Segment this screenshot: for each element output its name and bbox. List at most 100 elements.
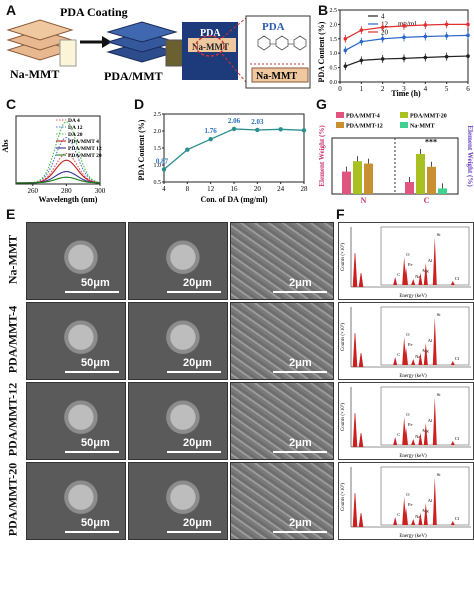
f-peak-label: Na bbox=[415, 514, 420, 519]
eds-spectrum: Counts (×10³)Energy (keV)COFeNaMgAlSiCl bbox=[338, 382, 474, 460]
b-xtick: 4 bbox=[424, 85, 428, 93]
b-ylabel: PDA Content (%) bbox=[318, 21, 326, 82]
f-peak bbox=[418, 353, 423, 365]
f-peak-label: Si bbox=[437, 472, 442, 477]
panel-g-chart: Element Weight (%) Element Weight (%) N C… bbox=[318, 112, 474, 205]
b-point bbox=[444, 22, 449, 27]
panel-d-letter: D bbox=[134, 96, 145, 112]
b-point bbox=[466, 54, 470, 58]
d-ytick: 1.0 bbox=[154, 163, 162, 169]
c-xtick: 300 bbox=[95, 187, 106, 195]
panel-g-letter: G bbox=[316, 96, 327, 112]
na-mmt-vial bbox=[59, 39, 77, 67]
svg-text:Na-MMT: Na-MMT bbox=[256, 71, 297, 82]
b-legend-label: 20 bbox=[381, 29, 389, 37]
d-data-label: 2.03 bbox=[251, 118, 264, 126]
b-legend-label: 12 bbox=[381, 21, 389, 29]
f-xlabel: Energy (keV) bbox=[399, 534, 427, 539]
f-peak-label: Fe bbox=[408, 342, 413, 347]
c-legend-label: PDA/MMT 4 bbox=[68, 139, 99, 145]
b-point bbox=[466, 33, 470, 38]
c-legend-label: PDA/MMT 12 bbox=[68, 146, 102, 152]
b-legend-label: 4 bbox=[381, 13, 385, 21]
f-peak-label: Cl bbox=[455, 436, 460, 441]
scale-label: 20μm bbox=[183, 437, 212, 449]
f-xlabel: Energy (keV) bbox=[399, 374, 427, 379]
sem-micrograph: 2μm bbox=[230, 462, 334, 540]
f-peak bbox=[393, 517, 398, 525]
scale-label: 2μm bbox=[289, 357, 312, 369]
d-xtick: 20 bbox=[254, 185, 261, 193]
panel-c-letter: C bbox=[6, 96, 17, 112]
d-xtick: 16 bbox=[231, 185, 239, 193]
sem-micrograph: 2μm bbox=[230, 222, 334, 300]
d-point bbox=[161, 167, 167, 172]
panel-a-letter: A bbox=[6, 2, 17, 18]
g-legend-swatch bbox=[336, 122, 344, 128]
f-peak bbox=[404, 267, 408, 285]
sem-micrograph: 2μm bbox=[230, 382, 334, 460]
f-peak bbox=[432, 237, 437, 285]
f-peak bbox=[393, 357, 398, 365]
f-peak-label: C bbox=[397, 272, 400, 277]
f-ylabel: Counts (×10³) bbox=[340, 403, 346, 431]
b-legend-unit: mg/ml bbox=[398, 20, 416, 28]
na-mmt-stack bbox=[6, 19, 74, 61]
b-point bbox=[343, 37, 348, 41]
sem-micrograph: 20μm bbox=[128, 462, 228, 540]
f-peak-label: Al bbox=[428, 418, 433, 423]
f-peak-label: Cl bbox=[455, 356, 460, 361]
c-legend-label: DA 4 bbox=[68, 118, 80, 124]
b-point bbox=[343, 64, 348, 68]
d-point bbox=[185, 147, 190, 152]
scale-label: 20μm bbox=[183, 277, 212, 289]
g-ylabel: Element Weight (%) bbox=[318, 125, 326, 187]
d-point bbox=[278, 127, 283, 132]
b-point bbox=[444, 34, 449, 38]
f-peak-label: Cl bbox=[455, 516, 460, 521]
b-point bbox=[380, 57, 385, 61]
d-xtick: 8 bbox=[186, 185, 190, 193]
b-point bbox=[343, 48, 348, 53]
b-xtick: 5 bbox=[445, 85, 449, 93]
scale-label: 50μm bbox=[81, 517, 110, 529]
c-axes-frame bbox=[15, 115, 101, 185]
f-peak bbox=[450, 441, 455, 445]
c-series-line bbox=[16, 136, 101, 184]
scale-bar bbox=[167, 291, 221, 293]
sem-micrograph: 50μm bbox=[26, 462, 126, 540]
scale-bar bbox=[65, 451, 119, 453]
scale-label: 50μm bbox=[81, 437, 110, 449]
d-xtick: 4 bbox=[162, 185, 166, 193]
b-point bbox=[466, 22, 470, 27]
na-mmt-label: Na-MMT bbox=[10, 67, 59, 81]
scale-bar bbox=[273, 291, 327, 293]
g-legend-label: PDA/MMT-20 bbox=[410, 114, 447, 120]
scale-label: 50μm bbox=[81, 277, 110, 289]
c-series-line bbox=[16, 176, 100, 184]
panel-b-letter: B bbox=[318, 2, 329, 18]
f-peak-label: O bbox=[406, 412, 410, 417]
pda-mmt-stack bbox=[106, 21, 178, 63]
b-xtick: 2 bbox=[381, 85, 385, 93]
b-point bbox=[423, 23, 428, 27]
f-peak bbox=[404, 427, 408, 445]
d-data-label: 1.76 bbox=[205, 127, 218, 135]
f-peak bbox=[423, 343, 428, 365]
c-series-line bbox=[16, 152, 101, 184]
sem-micrograph: 20μm bbox=[128, 302, 228, 380]
g-ylabel-right: Element Weight (%) bbox=[466, 125, 474, 187]
b-point bbox=[380, 25, 385, 30]
f-peak bbox=[411, 519, 416, 525]
f-peak bbox=[393, 437, 398, 445]
f-peak bbox=[418, 433, 423, 445]
f-peak-label: Si bbox=[437, 392, 442, 397]
f-peak bbox=[450, 521, 455, 525]
g-bar bbox=[353, 161, 362, 194]
f-peak-label: O bbox=[406, 252, 410, 257]
b-ytick: 0.0 bbox=[330, 80, 338, 86]
b-ytick: 2.5 bbox=[330, 8, 338, 14]
g-significance: *** bbox=[425, 137, 437, 146]
f-peak bbox=[423, 503, 428, 525]
svg-text:Na-MMT: Na-MMT bbox=[192, 42, 229, 52]
